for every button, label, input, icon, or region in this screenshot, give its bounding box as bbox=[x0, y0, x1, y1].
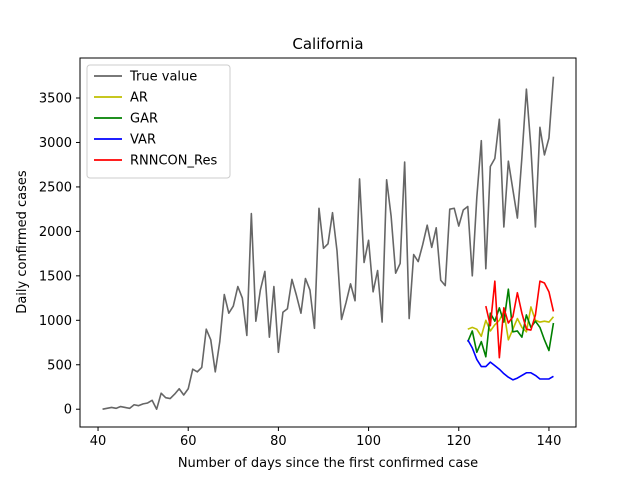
x-tick-label: 140 bbox=[537, 434, 562, 449]
legend-frame bbox=[86, 64, 231, 179]
y-tick-label: 500 bbox=[47, 358, 72, 373]
x-axis-ticks: 40 60 80 100 120 140 bbox=[90, 427, 562, 449]
series-line-true-value bbox=[102, 76, 555, 411]
x-tick-label: 100 bbox=[356, 434, 381, 449]
y-tick-label: 0 bbox=[64, 403, 72, 418]
y-axis-label: Daily confirmed cases bbox=[15, 170, 30, 314]
x-tick-label: 60 bbox=[180, 434, 197, 449]
y-tick-label: 3500 bbox=[39, 92, 72, 107]
series-line-rnncon-res bbox=[485, 280, 555, 359]
y-tick-label: 2000 bbox=[39, 225, 72, 240]
plot-frame bbox=[79, 57, 577, 428]
legend-label: GAR bbox=[130, 112, 158, 127]
chart-title: California bbox=[292, 35, 363, 53]
plot-lines bbox=[102, 76, 555, 411]
series-line-var bbox=[467, 339, 554, 381]
x-axis-label: Number of days since the first confirmed… bbox=[178, 456, 478, 471]
y-tick-label: 2500 bbox=[39, 180, 72, 195]
series-line-ar bbox=[467, 306, 555, 341]
legend-label: RNNCON_Res bbox=[130, 154, 217, 169]
series-line-gar bbox=[467, 288, 555, 358]
y-tick-label: 3000 bbox=[39, 136, 72, 151]
x-tick-label: 80 bbox=[270, 434, 287, 449]
y-axis-ticks: 0 500 1000 1500 2000 2500 3000 3500 bbox=[39, 92, 80, 418]
legend-label: True value bbox=[129, 70, 197, 85]
x-tick-label: 120 bbox=[446, 434, 471, 449]
y-tick-label: 1500 bbox=[39, 269, 72, 284]
legend: True value AR GAR VAR RNNCON_Res bbox=[86, 64, 231, 179]
legend-label: VAR bbox=[130, 133, 156, 148]
legend-label: AR bbox=[130, 91, 148, 106]
x-tick-label: 40 bbox=[90, 434, 107, 449]
y-tick-label: 1000 bbox=[39, 314, 72, 329]
